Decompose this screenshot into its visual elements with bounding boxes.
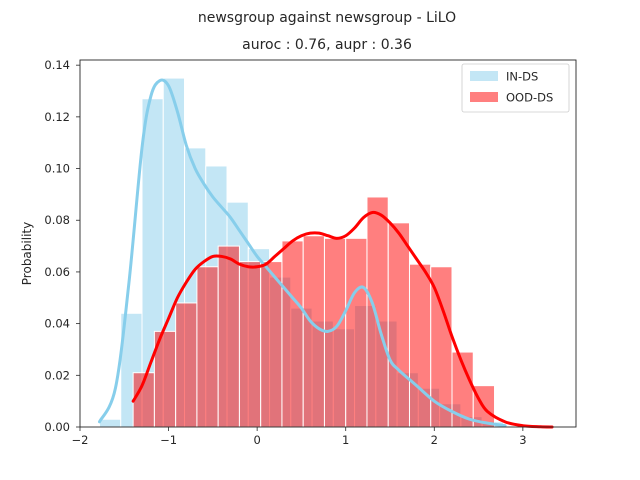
y-tick-label: 0.00 — [44, 420, 70, 434]
ood-ds-bar-12 — [387, 222, 410, 428]
chart-subtitle: auroc : 0.76, aupr : 0.36 — [242, 37, 412, 53]
ood-ds-bar-10 — [345, 237, 368, 428]
chart-title: newsgroup against newsgroup - LiLO — [198, 10, 456, 26]
ood-ds-bar-2 — [175, 302, 198, 428]
x-tick-label: 2 — [431, 433, 438, 447]
bars-layer — [98, 77, 504, 428]
kde-layer — [97, 78, 554, 429]
x-tick-label: −1 — [160, 433, 177, 447]
y-axis: 0.00 0.02 0.04 0.06 0.08 0.10 0.12 0.14 — [44, 58, 80, 434]
y-tick-label: 0.12 — [44, 110, 70, 124]
ood-ds-bar-14 — [430, 266, 453, 428]
x-axis: −2 −1 0 1 2 3 — [72, 427, 527, 447]
in-ds-kde-line — [97, 78, 507, 428]
ood-ds-bar-4 — [217, 245, 240, 428]
y-tick-label: 0.10 — [44, 162, 70, 176]
ood-ds-bar-6 — [260, 261, 283, 428]
y-tick-label: 0.08 — [44, 213, 70, 227]
y-tick-label: 0.04 — [44, 317, 70, 331]
x-tick-label: 0 — [253, 433, 260, 447]
x-tick-label: −2 — [72, 433, 89, 447]
in-ds-legend-label: IN-DS — [506, 70, 538, 84]
ood-ds-bar-13 — [408, 263, 432, 428]
y-tick-label: 0.14 — [44, 58, 70, 72]
in-ds-legend-swatch — [470, 71, 498, 81]
x-tick-label: 1 — [342, 433, 349, 447]
y-axis-label: Probability — [20, 222, 34, 285]
y-tick-label: 0.02 — [44, 368, 70, 382]
ood-ds-legend-swatch — [470, 92, 498, 102]
x-tick-label: 3 — [519, 433, 526, 447]
ood-ds-legend-label: OOD-DS — [506, 91, 553, 105]
ood-ds-bar-7 — [281, 240, 304, 428]
in-ds-bar-0 — [98, 418, 122, 428]
plot-frame — [79, 59, 577, 428]
y-tick-label: 0.06 — [44, 265, 70, 279]
ood-ds-bar-3 — [196, 266, 219, 428]
ood-ds-bar-11 — [366, 196, 389, 428]
legend: IN-DS OOD-DS — [461, 63, 570, 113]
ood-ds-kde-line — [131, 210, 554, 429]
ood-ds-bar-5 — [238, 261, 262, 428]
